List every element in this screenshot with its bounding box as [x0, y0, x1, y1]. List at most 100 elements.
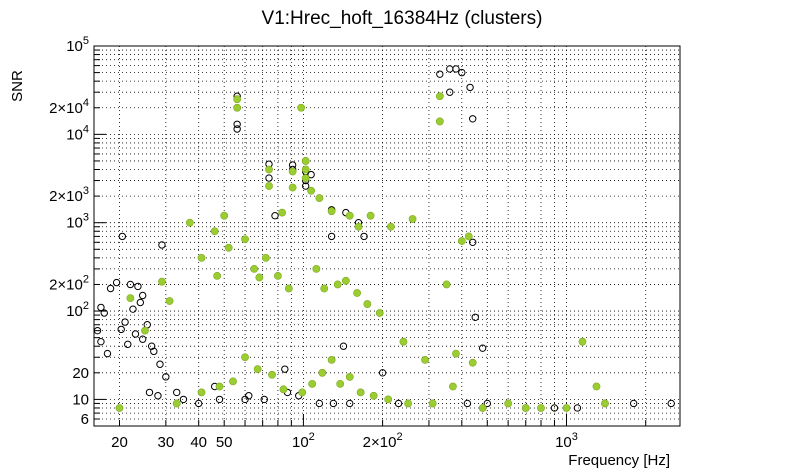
- selected-clusters-point: [354, 222, 363, 231]
- selected-clusters-point: [141, 326, 149, 335]
- selected-clusters-point: [274, 271, 282, 280]
- selected-clusters-point: [115, 404, 124, 412]
- selected-clusters-point: [327, 207, 336, 216]
- x-axis-label: Frequency [Hz]: [568, 452, 670, 469]
- selected-clusters-point: [345, 372, 354, 381]
- selected-clusters-point: [366, 211, 375, 220]
- selected-clusters-point: [288, 183, 297, 192]
- selected-clusters-point: [265, 165, 273, 174]
- selected-clusters-point: [435, 117, 444, 126]
- all-clusters-point: [394, 399, 403, 408]
- selected-clusters-point: [521, 404, 530, 412]
- all-clusters-point: [458, 68, 466, 77]
- x-tick-label: 30: [157, 434, 174, 451]
- all-clusters-point: [154, 392, 162, 400]
- all-clusters-point: [573, 404, 582, 412]
- chart-title: V1:Hrec_hoft_16384Hz (clusters): [262, 8, 543, 29]
- selected-clusters-point: [320, 284, 329, 293]
- selected-clusters-point: [478, 404, 487, 412]
- all-clusters-point: [339, 342, 348, 350]
- selected-clusters-point: [126, 294, 135, 303]
- y-tick-label: 6: [81, 411, 89, 428]
- selected-clusters-point: [442, 280, 451, 289]
- selected-clusters-point: [327, 355, 336, 364]
- selected-clusters-point: [220, 211, 229, 220]
- selected-clusters-point: [384, 395, 393, 404]
- selected-clusters-point: [215, 382, 224, 391]
- all-clusters-point: [483, 399, 492, 408]
- selected-clusters-point: [229, 377, 237, 386]
- all-clusters-point: [173, 388, 181, 397]
- y-tick-label: 105: [66, 35, 89, 55]
- all-clusters-point: [138, 335, 147, 343]
- y-axis-label: SNR: [9, 70, 26, 102]
- selected-clusters-point: [404, 399, 413, 408]
- all-clusters-point: [360, 232, 368, 241]
- all-clusters-point: [329, 399, 338, 408]
- selected-clusters-point: [301, 174, 310, 182]
- selected-clusters-point: [197, 388, 206, 397]
- all-clusters-point: [629, 399, 638, 408]
- x-tick-label: 102: [292, 431, 315, 451]
- selected-clusters-point: [375, 309, 384, 317]
- all-clusters-point: [145, 388, 154, 397]
- selected-clusters-point: [464, 232, 473, 241]
- selected-clusters-point: [428, 399, 437, 408]
- all-clusters-point: [446, 88, 454, 96]
- y-tick-label: 104: [66, 123, 89, 143]
- all-clusters-point: [138, 291, 147, 300]
- selected-clusters-point: [448, 382, 457, 391]
- selected-clusters-point: [312, 264, 321, 273]
- all-clusters-point: [301, 182, 310, 190]
- selected-clusters-point: [336, 379, 345, 388]
- selected-clusters-point: [399, 337, 408, 346]
- selected-clusters-point: [307, 186, 316, 195]
- all-clusters-point: [233, 120, 241, 128]
- selected-clusters-point: [268, 370, 276, 379]
- all-clusters-point: [100, 309, 108, 317]
- all-clusters-point: [129, 305, 137, 313]
- selected-clusters-point: [213, 271, 222, 280]
- all-clusters-point: [468, 115, 477, 123]
- all-clusters-point: [281, 365, 289, 373]
- selected-clusters-point: [363, 300, 372, 308]
- all-clusters-point: [117, 325, 125, 334]
- selected-clusters-point: [279, 385, 288, 394]
- selected-clusters-point: [241, 235, 249, 244]
- all-clusters-point: [150, 347, 158, 356]
- x-tick-label: 20: [111, 434, 128, 451]
- selected-clusters-point: [369, 391, 378, 400]
- all-clusters-point: [463, 399, 472, 408]
- all-clusters-point: [307, 170, 315, 179]
- selected-clusters-point: [301, 165, 310, 174]
- selected-clusters-point: [457, 237, 466, 245]
- all-clusters-point: [156, 360, 164, 368]
- selected-clusters-point: [421, 355, 429, 364]
- selected-clusters-point: [265, 182, 273, 190]
- series-all-clusters: [93, 65, 675, 412]
- selected-clusters-point: [284, 284, 293, 293]
- selected-clusters-point: [172, 399, 181, 408]
- selected-clusters-point: [345, 211, 354, 220]
- tick-marks: [94, 45, 647, 427]
- all-clusters-point: [195, 399, 203, 408]
- selected-clusters-point: [452, 349, 460, 358]
- y-tick-label: 10: [72, 391, 89, 408]
- selected-clusters-point: [315, 194, 324, 202]
- selected-clusters-point: [298, 388, 307, 397]
- selected-clusters-point: [601, 399, 609, 408]
- all-clusters-point: [378, 369, 387, 377]
- y-tick-label: 2×102: [49, 273, 89, 293]
- all-clusters-point: [131, 330, 140, 338]
- all-clusters-point: [134, 282, 142, 291]
- selected-clusters-point: [408, 215, 417, 223]
- selected-clusters-point: [318, 368, 327, 377]
- selected-clusters-point: [592, 382, 601, 391]
- selected-clusters-point: [185, 218, 194, 227]
- all-clusters-point: [215, 395, 224, 404]
- y-tick-label: 102: [66, 300, 89, 320]
- y-tick-label: 2×103: [49, 185, 89, 205]
- selected-clusters-point: [224, 243, 233, 252]
- selected-clusters-point: [356, 388, 365, 397]
- selected-clusters-point: [353, 289, 362, 297]
